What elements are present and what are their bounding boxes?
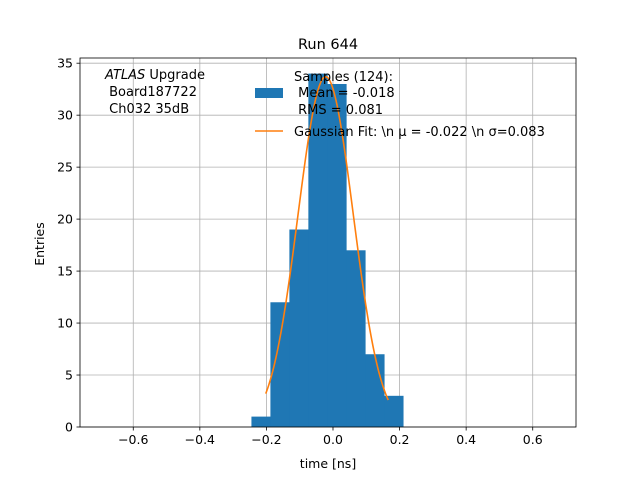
y-tick-label: 35 xyxy=(57,56,73,71)
x-tick-label: 0.4 xyxy=(456,432,476,447)
atlas-annotation-channel: Ch032 35dB xyxy=(105,102,189,117)
y-tick-label: 0 xyxy=(65,420,73,435)
y-tick-label: 10 xyxy=(57,316,73,331)
y-tick-label: 5 xyxy=(65,368,73,383)
atlas-upgrade-text: Upgrade xyxy=(145,68,205,83)
atlas-italic-text: ATLAS xyxy=(104,68,145,83)
chart-title: Run 644 xyxy=(298,37,358,53)
x-tick-label: 0.2 xyxy=(390,432,410,447)
atlas-annotation: ATLAS Upgrade Board187722 Ch032 35dB xyxy=(104,68,205,117)
y-tick-label: 20 xyxy=(57,212,73,227)
legend-fit-label: Gaussian Fit: \n μ = -0.022 \n σ=0.083 xyxy=(294,125,545,140)
y-tick-label: 30 xyxy=(57,108,73,123)
histogram-bar xyxy=(308,73,328,427)
legend-rms-label: RMS = 0.081 xyxy=(294,103,383,118)
x-tick-label: −0.6 xyxy=(118,432,148,447)
histogram-bar xyxy=(346,250,366,427)
histogram-bar xyxy=(289,229,309,427)
histogram-bar xyxy=(384,395,404,427)
atlas-annotation-line1: ATLAS Upgrade xyxy=(104,68,205,83)
atlas-annotation-board: Board187722 xyxy=(105,85,197,100)
legend-mean-label: Mean = -0.018 xyxy=(294,86,395,101)
x-tick-label: −0.4 xyxy=(185,432,215,447)
legend-histogram-swatch xyxy=(255,88,283,98)
plot-frame xyxy=(79,57,577,428)
gaussian-fit-curve xyxy=(264,75,389,401)
y-tick-label: 15 xyxy=(57,264,73,279)
x-tick-label: 0.6 xyxy=(523,432,543,447)
x-tick-label: −0.2 xyxy=(251,432,281,447)
histogram-bar xyxy=(270,302,290,427)
x-tick-label: 0.0 xyxy=(323,432,343,447)
x-axis-label: time [ns] xyxy=(300,456,356,471)
x-axis-ticks: −0.6 −0.4 −0.2 0.0 0.2 0.4 0.6 xyxy=(118,427,543,447)
y-axis-label: Entries xyxy=(32,222,47,266)
gaussian-fit-layer xyxy=(264,75,389,401)
histogram-bar xyxy=(327,83,347,428)
histogram-bars xyxy=(251,73,404,428)
histogram-bar xyxy=(251,416,271,427)
y-tick-label: 25 xyxy=(57,160,73,175)
y-axis-ticks: 0 5 10 15 20 25 30 35 xyxy=(57,56,80,435)
legend: Samples (124): Mean = -0.018 RMS = 0.081… xyxy=(255,70,545,140)
histogram-bar xyxy=(365,354,385,427)
legend-samples-label: Samples (124): xyxy=(294,70,393,85)
